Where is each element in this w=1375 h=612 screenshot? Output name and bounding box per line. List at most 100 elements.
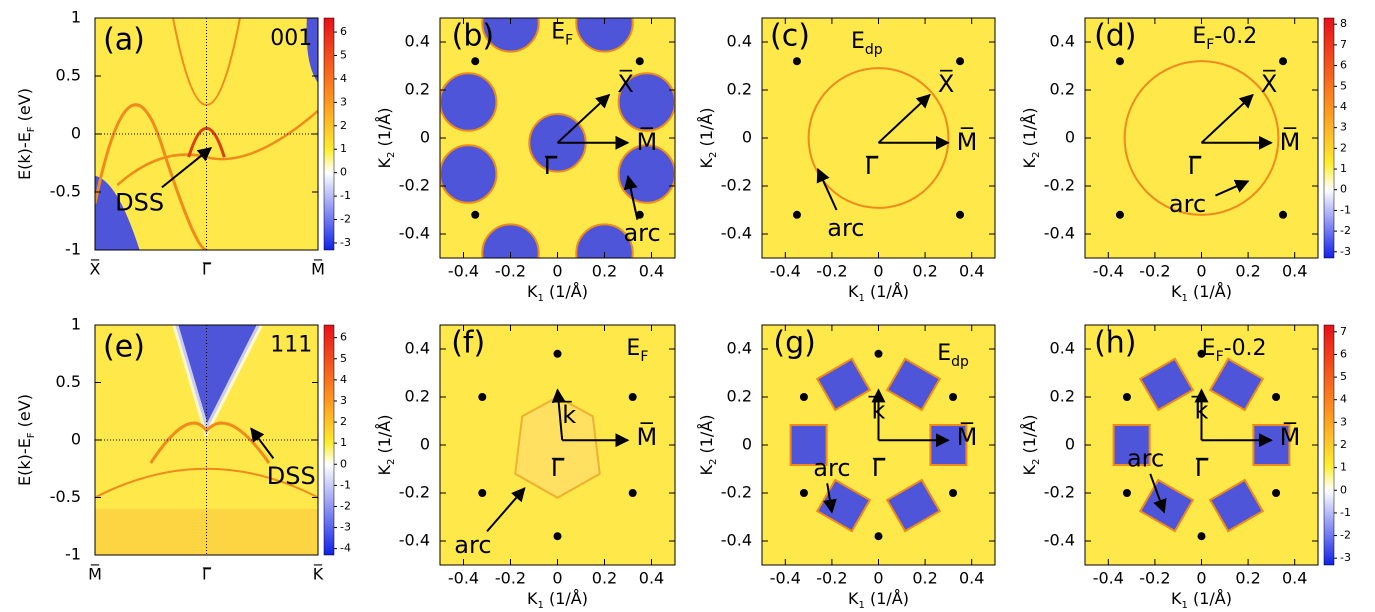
- panel-label: (g): [773, 326, 815, 361]
- plot-frame: [1084, 324, 1319, 566]
- x-tick-label: 0.4: [959, 569, 984, 588]
- annotation: M̅: [1280, 126, 1301, 155]
- x-tick-label: 0.4: [1282, 262, 1307, 281]
- panel-label: (a): [103, 23, 145, 58]
- x-axis-label-part: K: [1171, 282, 1182, 301]
- x-tick-label: -0.2: [816, 262, 847, 281]
- blue-pocket: [885, 478, 942, 533]
- y-axis-label-part: 2: [708, 459, 719, 465]
- blue-region: [95, 175, 140, 250]
- colorbar-tick-label: 3: [340, 394, 347, 407]
- panel-title-part: E: [626, 336, 640, 361]
- blue-pocket: [815, 478, 872, 533]
- heatmap: [1085, 325, 1318, 565]
- heatmap: [762, 325, 995, 565]
- x-tick-label: -0.4: [448, 262, 479, 281]
- blue-pocket: [481, 223, 540, 258]
- x-tick-label: -0.2: [1139, 262, 1170, 281]
- panel-title: Edp: [851, 29, 883, 58]
- x-tick-label: 0.2: [912, 569, 937, 588]
- x-tick-label: X̅: [90, 260, 101, 279]
- y-tick-label: -0.2: [399, 483, 430, 502]
- colorbar-tick-label: 7: [1340, 38, 1347, 51]
- y-tick-label: 0.5: [56, 372, 81, 391]
- plot-frame: [94, 324, 319, 556]
- y-axis-label: K2 (1/Å): [1020, 108, 1042, 169]
- dot: [792, 210, 801, 219]
- x-tick-label: 0: [1196, 569, 1206, 588]
- dot: [1279, 210, 1288, 219]
- y-tick-label: -0.4: [1044, 224, 1075, 243]
- y-tick-label: 0.2: [727, 387, 752, 406]
- dot: [874, 349, 883, 358]
- x-tick-label: 0: [873, 262, 883, 281]
- colorbar: [323, 324, 335, 556]
- x-axis-label: K1 (1/Å): [527, 282, 588, 304]
- colorbar-tick-label: 1: [1340, 162, 1347, 175]
- colorbar-tick-label: 8: [1340, 17, 1347, 30]
- dot: [478, 489, 487, 497]
- dot: [799, 393, 808, 401]
- panel-label: (h): [1094, 326, 1136, 361]
- y-axis-label-part: K: [697, 157, 716, 168]
- annotation: M̅: [636, 126, 657, 155]
- y-axis-label-part: (1/Å): [375, 415, 394, 459]
- dot: [792, 57, 801, 66]
- blue-pocket: [1208, 357, 1265, 412]
- colorbar-tick-label: 4: [340, 373, 347, 386]
- x-tick-label: 0.2: [592, 569, 617, 588]
- y-tick-label: 0: [1065, 128, 1075, 147]
- blue-pocket: [575, 18, 634, 53]
- colorbar-tick-label: -3: [1340, 551, 1351, 564]
- colorbar-tick-label: -1: [1340, 506, 1351, 519]
- x-tick-label: -0.2: [495, 569, 526, 588]
- y-tick-label: 1: [71, 315, 81, 334]
- annotation: Γ̅: [872, 454, 886, 482]
- annotation: X̅: [938, 69, 954, 98]
- y-tick-label: 0.2: [405, 387, 430, 406]
- panel-title-part: -0.2: [1214, 24, 1257, 49]
- panel-label: (c): [770, 19, 810, 54]
- dot: [628, 489, 637, 497]
- panel-title: EF-0.2: [1202, 336, 1267, 365]
- y-tick-label: 0.4: [405, 32, 430, 51]
- colorbar-tick-label: 1: [1340, 461, 1347, 474]
- blue-region: [306, 18, 318, 83]
- heatmap: [440, 325, 675, 565]
- star-contour: [514, 395, 601, 499]
- dot: [628, 393, 637, 401]
- colorbar-tick-label: -2: [340, 499, 351, 512]
- colorbar-tick-label: 5: [340, 352, 347, 365]
- annotation: k̅: [559, 400, 577, 429]
- annotation: Γ̅: [865, 152, 879, 180]
- colorbar-tick-label: 6: [1340, 59, 1347, 72]
- y-axis-label-part: (1/Å): [1020, 415, 1039, 459]
- colorbar-tick-label: -2: [340, 213, 351, 226]
- y-tick-label: -0.4: [721, 531, 752, 550]
- colorbar-tick-label: 0: [340, 166, 347, 179]
- colorbar-tick-label: 2: [340, 119, 347, 132]
- blue-pocket: [789, 424, 828, 466]
- y-tick-label: 0.4: [727, 32, 752, 51]
- y-axis-label-part: (eV): [15, 394, 34, 432]
- y-tick-label: 0: [1065, 435, 1075, 454]
- heatmap-bg: [762, 18, 995, 258]
- panel-title: 111: [270, 333, 312, 358]
- annotation: arc: [1127, 444, 1164, 472]
- panel-title: EF: [551, 19, 573, 48]
- panel-label: (d): [1094, 19, 1136, 54]
- dot: [471, 57, 480, 66]
- y-axis-label-part: (1/Å): [375, 108, 394, 152]
- colorbar-tick-label: 6: [340, 25, 347, 38]
- dot: [635, 57, 644, 66]
- panel-title: 001: [270, 26, 312, 51]
- x-tick-label: 0.2: [592, 262, 617, 281]
- arrow: [1149, 473, 1167, 514]
- panel-title-part: -0.2: [1224, 336, 1267, 361]
- x-axis-label-part: K: [848, 282, 859, 301]
- y-tick-label: -0.4: [721, 224, 752, 243]
- panel-title-part: dp: [951, 354, 969, 370]
- annotation: arc: [827, 214, 864, 242]
- x-tick-label: 0: [552, 262, 562, 281]
